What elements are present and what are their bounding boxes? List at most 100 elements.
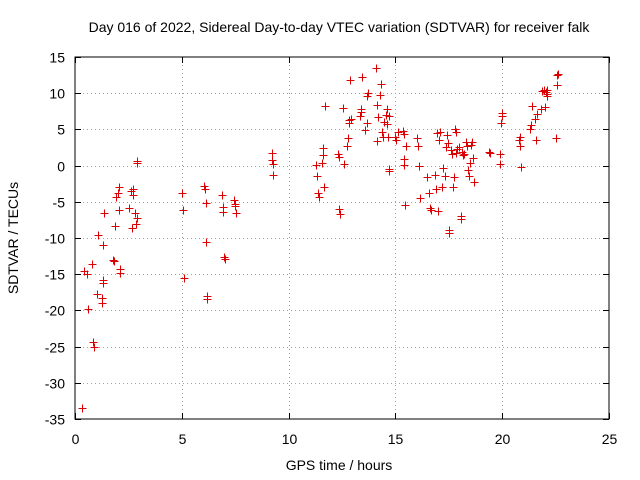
data-point-marker — [373, 137, 382, 146]
data-point-marker — [423, 173, 432, 182]
x-axis-label: GPS time / hours — [286, 457, 393, 473]
data-point-marker — [218, 191, 227, 200]
y-axis-label: SDTVAR / TECUs — [5, 182, 21, 294]
axis-tick-labels: 0 5 10 15 20 25 -35 -30 -25 -20 -15 -10 -5 0 5 10 15 — [45, 50, 618, 448]
data-point-marker — [372, 64, 381, 73]
data-point-marker — [115, 183, 124, 192]
data-point-marker — [385, 165, 394, 174]
data-point-marker — [385, 112, 394, 121]
data-point-marker — [542, 88, 551, 97]
data-point-marker — [94, 231, 103, 240]
data-point-marker — [178, 189, 187, 198]
data-point-marker — [364, 89, 373, 98]
data-point-marker — [114, 189, 123, 198]
data-point-marker — [528, 102, 537, 111]
data-point-marker — [335, 153, 344, 162]
y-tick-label: 0 — [57, 159, 65, 175]
data-point-marker — [453, 145, 462, 154]
data-point-marker — [527, 121, 536, 130]
data-point-marker — [516, 142, 525, 151]
data-point-marker — [400, 161, 409, 170]
data-point-marker — [378, 128, 387, 137]
data-point-marker — [220, 253, 229, 262]
data-point-marker — [312, 161, 321, 170]
data-point-marker — [533, 110, 542, 119]
data-point-marker — [268, 149, 277, 158]
data-point-marker — [339, 104, 348, 113]
data-point-marker — [361, 126, 370, 135]
data-point-marker — [432, 185, 441, 194]
data-point-marker — [516, 133, 525, 142]
data-point-marker — [269, 171, 278, 180]
data-point-marker — [444, 139, 453, 148]
data-point-marker — [464, 166, 473, 175]
data-point-marker — [347, 115, 356, 124]
data-point-marker — [111, 222, 120, 231]
y-tick-label: -35 — [45, 412, 65, 428]
data-point-marker — [219, 208, 228, 217]
x-tick-label: 15 — [388, 431, 404, 447]
data-point-marker — [460, 150, 469, 159]
data-point-marker — [116, 269, 125, 278]
data-point-marker — [416, 194, 425, 203]
axis-ticks — [75, 57, 610, 420]
data-point-marker — [98, 299, 107, 308]
data-point-marker — [441, 172, 450, 181]
y-tick-label: -20 — [45, 303, 65, 319]
data-point-marker — [131, 209, 140, 218]
y-tick-label: -5 — [53, 195, 66, 211]
data-point-marker — [89, 338, 98, 347]
data-point-marker — [376, 91, 385, 100]
data-point-marker — [358, 73, 367, 82]
y-tick-label: -10 — [45, 231, 65, 247]
data-point-marker — [319, 151, 328, 160]
data-point-marker — [202, 238, 211, 247]
data-point-marker — [526, 125, 535, 134]
y-tick-label: -15 — [45, 267, 65, 283]
x-tick-label: 20 — [495, 431, 511, 447]
data-point-marker — [231, 202, 240, 211]
data-point-marker — [383, 120, 392, 129]
data-point-marker — [321, 102, 330, 111]
data-point-marker — [230, 196, 239, 205]
data-point-marker — [445, 229, 454, 238]
data-point-marker — [392, 136, 401, 145]
data-point-marker — [129, 185, 138, 194]
data-point-marker — [128, 224, 137, 233]
data-point-marker — [531, 115, 540, 124]
data-point-marker — [384, 133, 393, 142]
data-point-marker — [541, 103, 550, 112]
data-point-marker — [125, 204, 134, 213]
data-point-marker — [443, 131, 452, 140]
y-tick-label: -30 — [45, 376, 65, 392]
data-point-marker — [340, 160, 349, 169]
data-point-marker — [318, 159, 327, 168]
chart-title: Day 016 of 2022, Sidereal Day-to-day VTE… — [89, 19, 591, 35]
data-point-marker — [543, 86, 552, 95]
data-point-marker — [496, 150, 505, 159]
data-point-marker — [112, 193, 121, 202]
data-point-marker — [232, 209, 241, 218]
y-tick-label: 10 — [49, 86, 65, 102]
y-tick-label: 5 — [57, 122, 65, 138]
data-point-marker — [485, 148, 494, 157]
data-point-marker — [179, 206, 188, 215]
data-point-marker — [110, 257, 119, 266]
data-point-marker — [427, 206, 436, 215]
data-point-marker — [498, 109, 507, 118]
data-point-marker — [442, 143, 451, 152]
data-point-marker — [314, 189, 323, 198]
data-point-marker — [431, 171, 440, 180]
data-point-marker — [463, 142, 472, 151]
data-point-marker — [449, 183, 458, 192]
data-point-marker — [439, 164, 448, 173]
data-point-marker — [132, 220, 141, 229]
data-point-marker — [320, 183, 329, 192]
data-point-marker — [438, 183, 447, 192]
data-point-marker — [459, 151, 468, 160]
data-point-marker — [133, 214, 142, 223]
data-point-marker — [470, 178, 479, 187]
data-point-marker — [450, 173, 459, 182]
data-point-marker — [552, 134, 561, 143]
data-point-marker — [373, 101, 382, 110]
